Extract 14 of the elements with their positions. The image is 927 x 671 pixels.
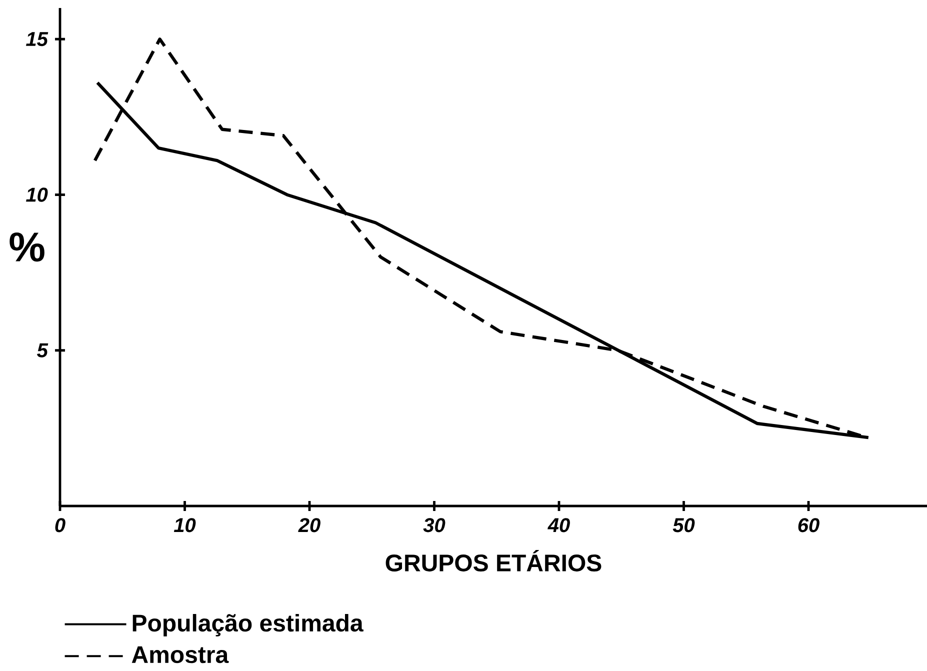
- legend-label: População estimada: [132, 614, 364, 636]
- x-tick-label: 50: [672, 518, 695, 532]
- y-tick-label: 10: [26, 188, 48, 202]
- x-axis-title: GRUPOS ETÁRIOS: [386, 550, 602, 572]
- y-axis-title: %: [10, 232, 44, 262]
- x-tick-label: 60: [798, 518, 820, 532]
- x-tick-label: 40: [548, 518, 570, 532]
- x-tick-label: 20: [298, 518, 320, 532]
- x-tick-label: 10: [174, 518, 196, 532]
- y-tick-label: 5: [37, 343, 48, 358]
- legend-label: Amostra: [132, 646, 229, 664]
- y-tick-label: 15: [26, 32, 48, 46]
- x-tick-label: 0: [55, 518, 66, 532]
- x-tick-label: 30: [423, 518, 446, 532]
